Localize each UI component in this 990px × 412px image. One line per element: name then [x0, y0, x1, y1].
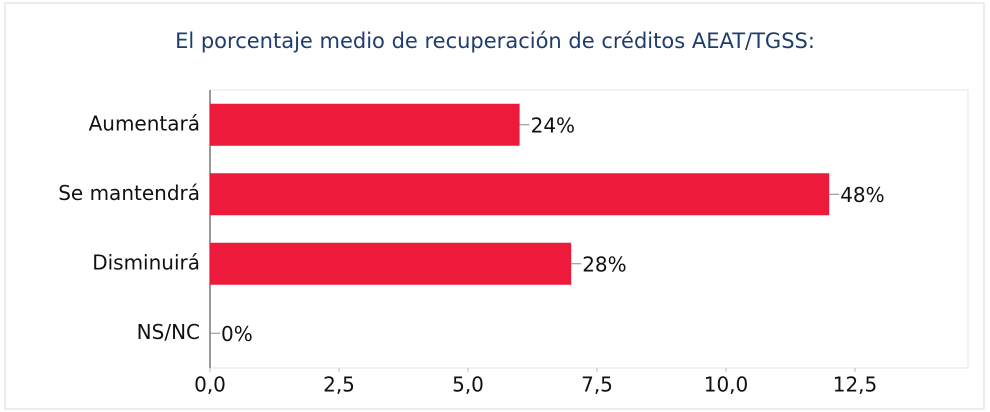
y-tick-label: Se mantendrá	[58, 181, 200, 205]
y-tick-label: Disminuirá	[92, 250, 200, 274]
data-label: 48%	[840, 183, 884, 207]
x-tick-label: 7,5	[581, 373, 613, 397]
x-tick-label: 10,0	[704, 373, 749, 397]
x-tick-label: 2,5	[323, 373, 355, 397]
x-tick-label: 5,0	[452, 373, 484, 397]
x-tick-label: 0,0	[194, 373, 226, 397]
bar	[210, 173, 830, 216]
data-label: 0%	[221, 322, 253, 346]
data-label: 24%	[531, 113, 575, 137]
data-label: 28%	[582, 252, 626, 276]
y-tick-label: NS/NC	[137, 320, 200, 344]
chart-title: El porcentaje medio de recuperación de c…	[175, 29, 815, 53]
y-tick-label: Aumentará	[89, 111, 200, 135]
x-tick-label: 12,5	[833, 373, 878, 397]
bar	[210, 242, 572, 285]
bar	[210, 103, 520, 146]
